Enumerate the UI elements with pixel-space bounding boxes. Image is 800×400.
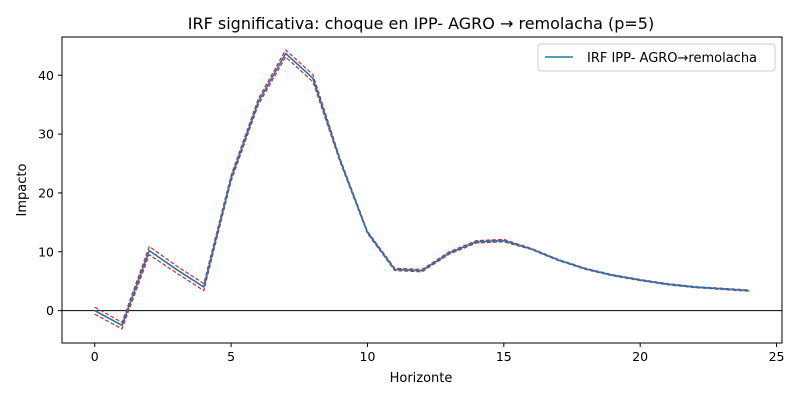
chart-title: IRF significativa: choque en IPP- AGRO →… (188, 14, 654, 33)
x-tick-label: 10 (360, 349, 376, 364)
y-axis: 0 10 20 30 40 (38, 68, 62, 318)
legend-box (537, 43, 776, 72)
y-tick-label: 40 (38, 68, 54, 83)
x-tick-label: 25 (769, 349, 785, 364)
x-tick-label: 0 (91, 349, 99, 364)
y-axis-label: Impacto (15, 164, 30, 217)
plot-frame (61, 36, 783, 344)
y-tick-label: 20 (38, 185, 54, 200)
ci-band-line-1 (94, 49, 750, 323)
x-tick-label: 15 (496, 349, 512, 364)
irf-line (94, 52, 750, 327)
x-tick-label: 5 (227, 349, 235, 364)
y-tick-label: 30 (38, 127, 54, 142)
x-axis-label: Horizonte (390, 371, 453, 386)
plot-content (62, 49, 782, 330)
x-tick-label: 20 (632, 349, 648, 364)
y-tick-label: 10 (38, 244, 54, 259)
legend-label: IRF IPP- AGRO→remolacha (587, 51, 757, 66)
plot-area (62, 37, 782, 343)
y-tick-label: 0 (46, 303, 54, 318)
legend: IRF IPP- AGRO→remolacha (537, 43, 776, 72)
x-axis: 0 5 10 15 20 25 (91, 343, 785, 364)
